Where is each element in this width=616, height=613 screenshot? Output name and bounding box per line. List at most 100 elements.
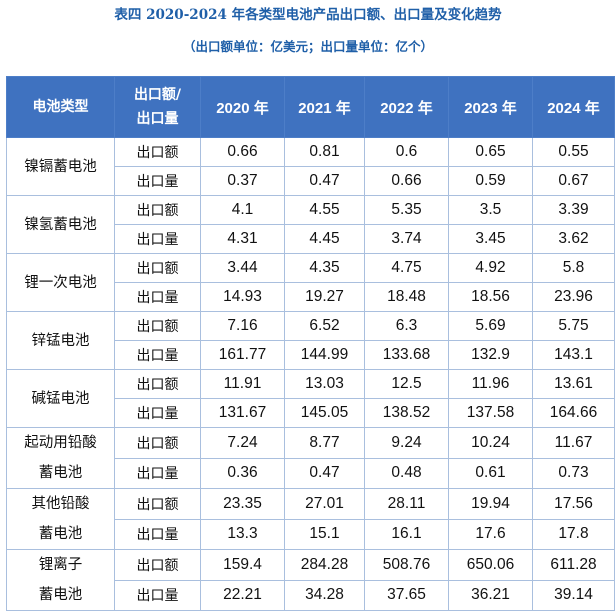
table-row: 出口量 161.77 144.99 133.68 132.9 143.1 [7,340,615,370]
table-row: 出口量 22.21 34.28 37.65 36.21 39.14 [7,579,615,611]
header-year: 2021 年 [284,76,365,138]
battery-type-label: 起动用铅酸 [24,435,97,451]
header-battery-type: 电池类型 [6,76,115,138]
metric-label-cell: 出口额 [114,311,201,341]
table-row: 起动用铅酸 蓄电池 出口额 7.24 8.77 9.24 10.24 11.67 [6,427,615,489]
metric-label-cell: 出口量 [114,457,201,489]
battery-type-label: 镍镉蓄电池 [24,158,97,175]
metric-label-cell: 出口量 [114,282,201,312]
header-year: 2023 年 [448,76,533,138]
value-cell: 0.47 [284,457,365,489]
value-cell: 5.8 [532,253,615,283]
table-row: 出口量 0.37 0.47 0.66 0.59 0.67 [7,166,615,196]
metric-label-cell: 出口额 [114,137,201,167]
value-cell: 508.76 [364,549,449,581]
value-cell: 34.28 [284,579,365,611]
metric-label-cell: 出口额 [114,253,201,283]
value-cell: 138.52 [364,398,449,428]
value-cell: 22.21 [200,579,285,611]
value-cell: 18.48 [364,282,449,312]
value-cell: 11.67 [532,427,615,459]
value-cell: 4.75 [364,253,449,283]
value-cell: 23.35 [200,488,285,520]
value-cell: 17.56 [532,488,615,520]
value-cell: 0.66 [200,137,285,167]
value-cell: 0.55 [532,137,615,167]
value-cell: 6.52 [284,311,365,341]
value-cell: 133.68 [364,340,449,370]
value-cell: 13.61 [532,369,615,399]
value-cell: 0.65 [448,137,533,167]
value-cell: 36.21 [448,579,533,611]
value-cell: 9.24 [364,427,449,459]
metric-label-cell: 出口额 [114,427,201,459]
value-cell: 3.62 [532,224,615,254]
battery-type-cell: 镍镉蓄电池 [6,137,115,196]
table-row: 镍氢蓄电池 出口额 4.1 4.55 5.35 3.5 3.39 [6,195,615,254]
value-cell: 4.31 [200,224,285,254]
value-cell: 0.37 [200,166,285,196]
battery-type-cell: 起动用铅酸 蓄电池 [6,427,115,489]
value-cell: 159.4 [200,549,285,581]
table-row: 锂一次电池 出口额 3.44 4.35 4.75 4.92 5.8 [6,253,615,312]
battery-type-label: 锂一次电池 [24,274,97,291]
value-cell: 137.58 [448,398,533,428]
metric-label-cell: 出口额 [114,369,201,399]
value-cell: 5.35 [364,195,449,225]
metric-label-cell: 出口量 [114,518,201,550]
metric-label-cell: 出口量 [114,579,201,611]
metric-label-cell: 出口额 [114,488,201,520]
value-cell: 131.67 [200,398,285,428]
value-cell: 4.45 [284,224,365,254]
header-metric-line2: 出口量 [136,111,179,127]
battery-type-cell: 镍氢蓄电池 [6,195,115,254]
value-cell: 611.28 [532,549,615,581]
metric-label-cell: 出口量 [114,166,201,196]
battery-type-cell: 碱锰电池 [6,369,115,428]
value-cell: 11.91 [200,369,285,399]
value-cell: 145.05 [284,398,365,428]
value-cell: 0.73 [532,457,615,489]
table-subtitle: （出口额单位：亿美元；出口量单位：亿个） [182,39,433,54]
header-row: 电池类型 出口额/ 出口量 2020 年 2021 年 2022 年 2023 … [6,76,615,138]
battery-type-cell: 锂离子 蓄电池 [6,549,115,611]
value-cell: 0.36 [200,457,285,489]
value-cell: 284.28 [284,549,365,581]
value-cell: 16.1 [364,518,449,550]
table-row: 出口量 4.31 4.45 3.74 3.45 3.62 [7,224,615,254]
value-cell: 8.77 [284,427,365,459]
battery-type-label: 其他铅酸 [31,496,90,512]
value-cell: 4.55 [284,195,365,225]
value-cell: 23.96 [532,282,615,312]
value-cell: 3.39 [532,195,615,225]
table-row: 出口量 131.67 145.05 138.52 137.58 164.66 [7,398,615,428]
value-cell: 4.92 [448,253,533,283]
value-cell: 6.3 [364,311,449,341]
value-cell: 19.27 [284,282,365,312]
value-cell: 18.56 [448,282,533,312]
header-year: 2022 年 [364,76,449,138]
battery-type-label: 蓄电池 [38,465,83,481]
metric-label-cell: 出口额 [114,549,201,581]
value-cell: 3.74 [364,224,449,254]
value-cell: 164.66 [532,398,615,428]
value-cell: 161.77 [200,340,285,370]
battery-type-label: 碱锰电池 [31,390,90,407]
value-cell: 143.1 [532,340,615,370]
value-cell: 27.01 [284,488,365,520]
battery-type-label: 锂离子 [38,557,83,573]
battery-type-label: 蓄电池 [38,526,83,542]
battery-type-cell: 其他铅酸 蓄电池 [6,488,115,550]
value-cell: 37.65 [364,579,449,611]
battery-type-label: 锌锰电池 [31,332,90,349]
battery-type-cell: 锌锰电池 [6,311,115,370]
value-cell: 12.5 [364,369,449,399]
value-cell: 10.24 [448,427,533,459]
value-cell: 17.8 [532,518,615,550]
value-cell: 0.6 [364,137,449,167]
value-cell: 7.24 [200,427,285,459]
value-cell: 0.81 [284,137,365,167]
metric-label-cell: 出口量 [114,340,201,370]
battery-type-label: 蓄电池 [38,587,83,603]
metric-label-cell: 出口量 [114,398,201,428]
